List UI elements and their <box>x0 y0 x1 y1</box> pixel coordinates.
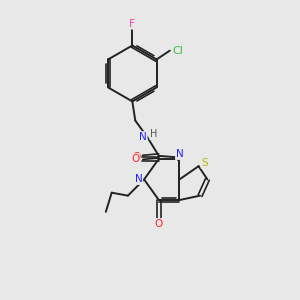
Text: Cl: Cl <box>172 46 184 56</box>
Text: H: H <box>150 129 157 140</box>
Text: N: N <box>140 132 147 142</box>
Text: N: N <box>176 149 183 159</box>
Text: S: S <box>201 158 208 168</box>
Text: O: O <box>133 152 141 162</box>
Text: O: O <box>131 154 140 164</box>
Text: F: F <box>129 19 136 29</box>
Text: O: O <box>155 219 163 229</box>
Text: N: N <box>135 174 143 184</box>
